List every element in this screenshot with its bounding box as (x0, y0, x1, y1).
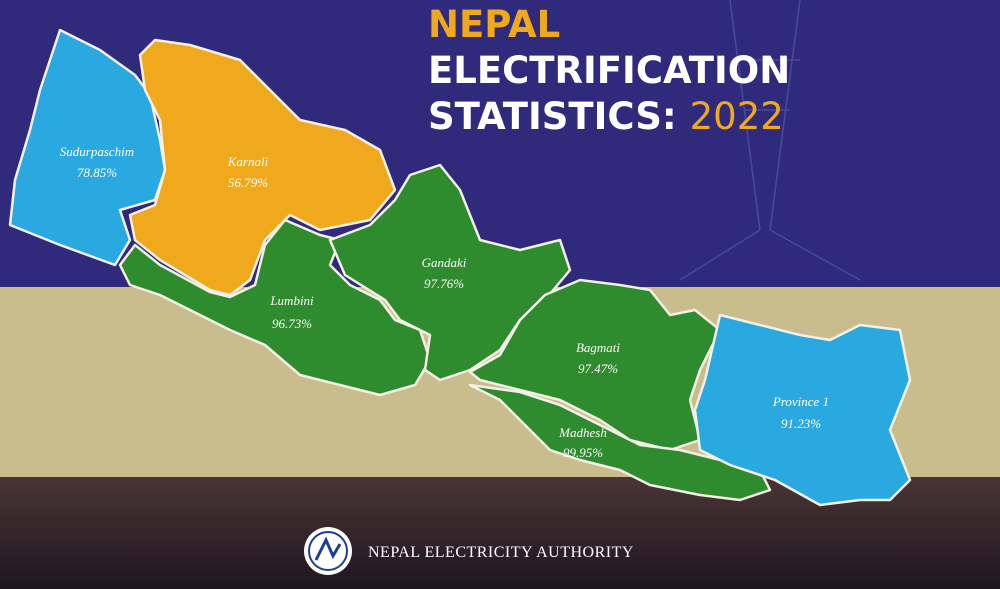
title-line: STATISTICS: (428, 95, 677, 138)
province-shape (118, 218, 432, 397)
province-shape (8, 28, 167, 267)
province-shape (693, 313, 912, 507)
province-name: Province 1 (772, 394, 829, 409)
province-name: Bagmati (576, 340, 620, 355)
title-line: ELECTRIFICATION (428, 49, 790, 92)
logo (304, 527, 352, 575)
logo-ring (308, 531, 348, 571)
province-percent: 78.85% (77, 165, 117, 180)
province-shape (468, 383, 772, 502)
title-line: NEPAL (428, 3, 560, 46)
province-percent: 99.95% (563, 445, 603, 460)
province-name: Gandaki (422, 255, 467, 270)
pylon (679, 0, 861, 281)
logo-mark (314, 536, 342, 561)
province-name: Madhesh (558, 425, 607, 440)
province-name: Lumbini (269, 293, 314, 308)
title-year: 2022 (690, 95, 784, 138)
province-percent: 56.79% (228, 175, 268, 190)
province-percent: 91.23% (781, 416, 821, 431)
organization-name: NEPAL ELECTRICITY AUTHORITY (368, 544, 634, 561)
province-percent: 96.73% (272, 316, 312, 331)
province-name: Sudurpaschim (60, 144, 134, 159)
province-name: Karnali (227, 154, 269, 169)
province-percent: 97.76% (424, 276, 464, 291)
province-percent: 97.47% (578, 361, 618, 376)
title-line: STATISTICS: 2022 (428, 95, 784, 138)
